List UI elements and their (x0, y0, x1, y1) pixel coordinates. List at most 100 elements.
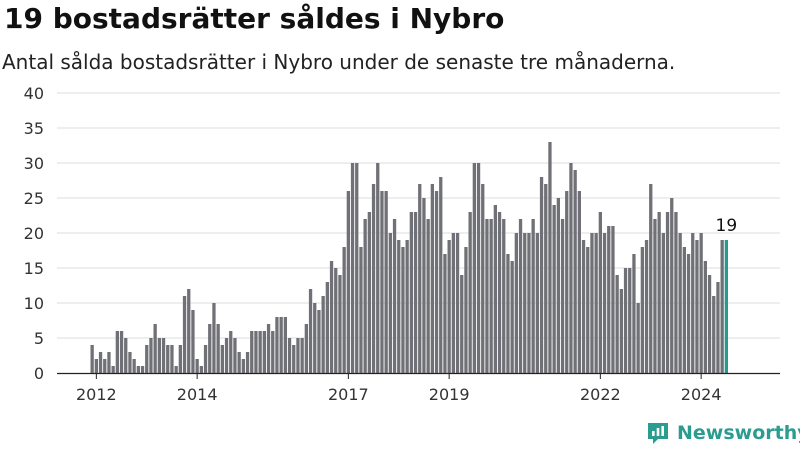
bar (678, 233, 682, 373)
bar (317, 310, 321, 373)
bar (388, 233, 392, 373)
bar (367, 212, 371, 373)
bar (657, 212, 661, 373)
bar (157, 338, 161, 373)
bar (451, 233, 455, 373)
bar (174, 366, 178, 373)
bar (224, 338, 229, 373)
bar (502, 219, 506, 373)
bar (476, 163, 481, 373)
bar (712, 296, 716, 373)
bar (674, 212, 678, 373)
bar (598, 212, 602, 373)
bar (535, 233, 539, 373)
bars (90, 142, 728, 373)
x-tick-label: 2022 (580, 385, 621, 404)
y-tick-label: 25 (24, 189, 44, 208)
x-tick-label: 2024 (681, 385, 722, 404)
bar (363, 219, 367, 373)
bar (384, 191, 388, 373)
bar (195, 359, 199, 373)
bar (489, 219, 493, 373)
bar (590, 233, 594, 373)
bar (447, 240, 451, 373)
bar (607, 226, 611, 373)
y-tick-label: 20 (24, 224, 44, 243)
bar (594, 233, 598, 373)
bar (472, 163, 476, 373)
bar (111, 366, 115, 373)
bar (455, 233, 460, 373)
bar (308, 289, 313, 373)
bar (350, 163, 355, 373)
bar (166, 345, 170, 373)
bar (661, 233, 665, 373)
x-tick-label: 2017 (328, 385, 369, 404)
bar (371, 184, 376, 373)
bar (262, 331, 266, 373)
brand-name: Newsworthy (677, 422, 800, 444)
bar (90, 345, 94, 373)
bar (527, 233, 531, 373)
bar (695, 240, 699, 373)
y-tick-label: 35 (24, 119, 44, 138)
bar (266, 324, 271, 373)
y-tick-label: 0 (34, 364, 44, 383)
bar (485, 219, 489, 373)
bar (124, 338, 128, 373)
bar (380, 191, 384, 373)
bar (615, 275, 619, 373)
bar (119, 331, 124, 373)
y-tick-label: 15 (24, 259, 44, 278)
bar (208, 324, 212, 373)
bar (422, 198, 426, 373)
bar (287, 338, 292, 373)
bar (275, 317, 279, 373)
bar (493, 205, 497, 373)
bar (334, 268, 338, 373)
bar (187, 289, 191, 373)
bar (153, 324, 157, 373)
bar (103, 359, 107, 373)
bar (640, 247, 644, 373)
bar (611, 226, 615, 373)
bar (691, 233, 695, 373)
bar (539, 177, 544, 373)
bar (329, 261, 334, 373)
chart-title: 19 bostadsrätter såldes i Nybro (4, 2, 505, 35)
y-axis-labels: 0 5 10 15 20 25 30 35 40 (24, 84, 44, 383)
bar (481, 184, 485, 373)
bar (140, 366, 145, 373)
y-tick-label: 10 (24, 294, 44, 313)
x-tick-label: 2019 (429, 385, 470, 404)
bar (506, 254, 510, 373)
bar (178, 345, 182, 373)
bar (216, 324, 220, 373)
highlight-value-label: 19 (716, 216, 738, 236)
bar (581, 240, 586, 373)
bar-chart: 0 5 10 15 20 25 30 35 40 2012 2014 2017 2019 2022 202… (24, 84, 780, 404)
bar (439, 177, 443, 373)
bar (464, 247, 468, 373)
bar (560, 219, 565, 373)
bar (392, 219, 397, 373)
bar (212, 303, 216, 373)
bar (313, 303, 317, 373)
bar (145, 345, 149, 373)
bar (258, 331, 262, 373)
bar (523, 233, 527, 373)
bar (136, 366, 140, 373)
bar (552, 205, 556, 373)
bar (518, 219, 523, 373)
x-tick-label: 2014 (177, 385, 218, 404)
bar (418, 184, 422, 373)
newsworthy-logo-icon (648, 423, 668, 444)
bar (548, 142, 552, 373)
bar (686, 254, 691, 373)
bar (720, 240, 724, 373)
bar (128, 352, 132, 373)
bar (229, 331, 233, 373)
bar (460, 275, 464, 373)
y-tick-label: 5 (34, 329, 44, 348)
bar (271, 331, 275, 373)
